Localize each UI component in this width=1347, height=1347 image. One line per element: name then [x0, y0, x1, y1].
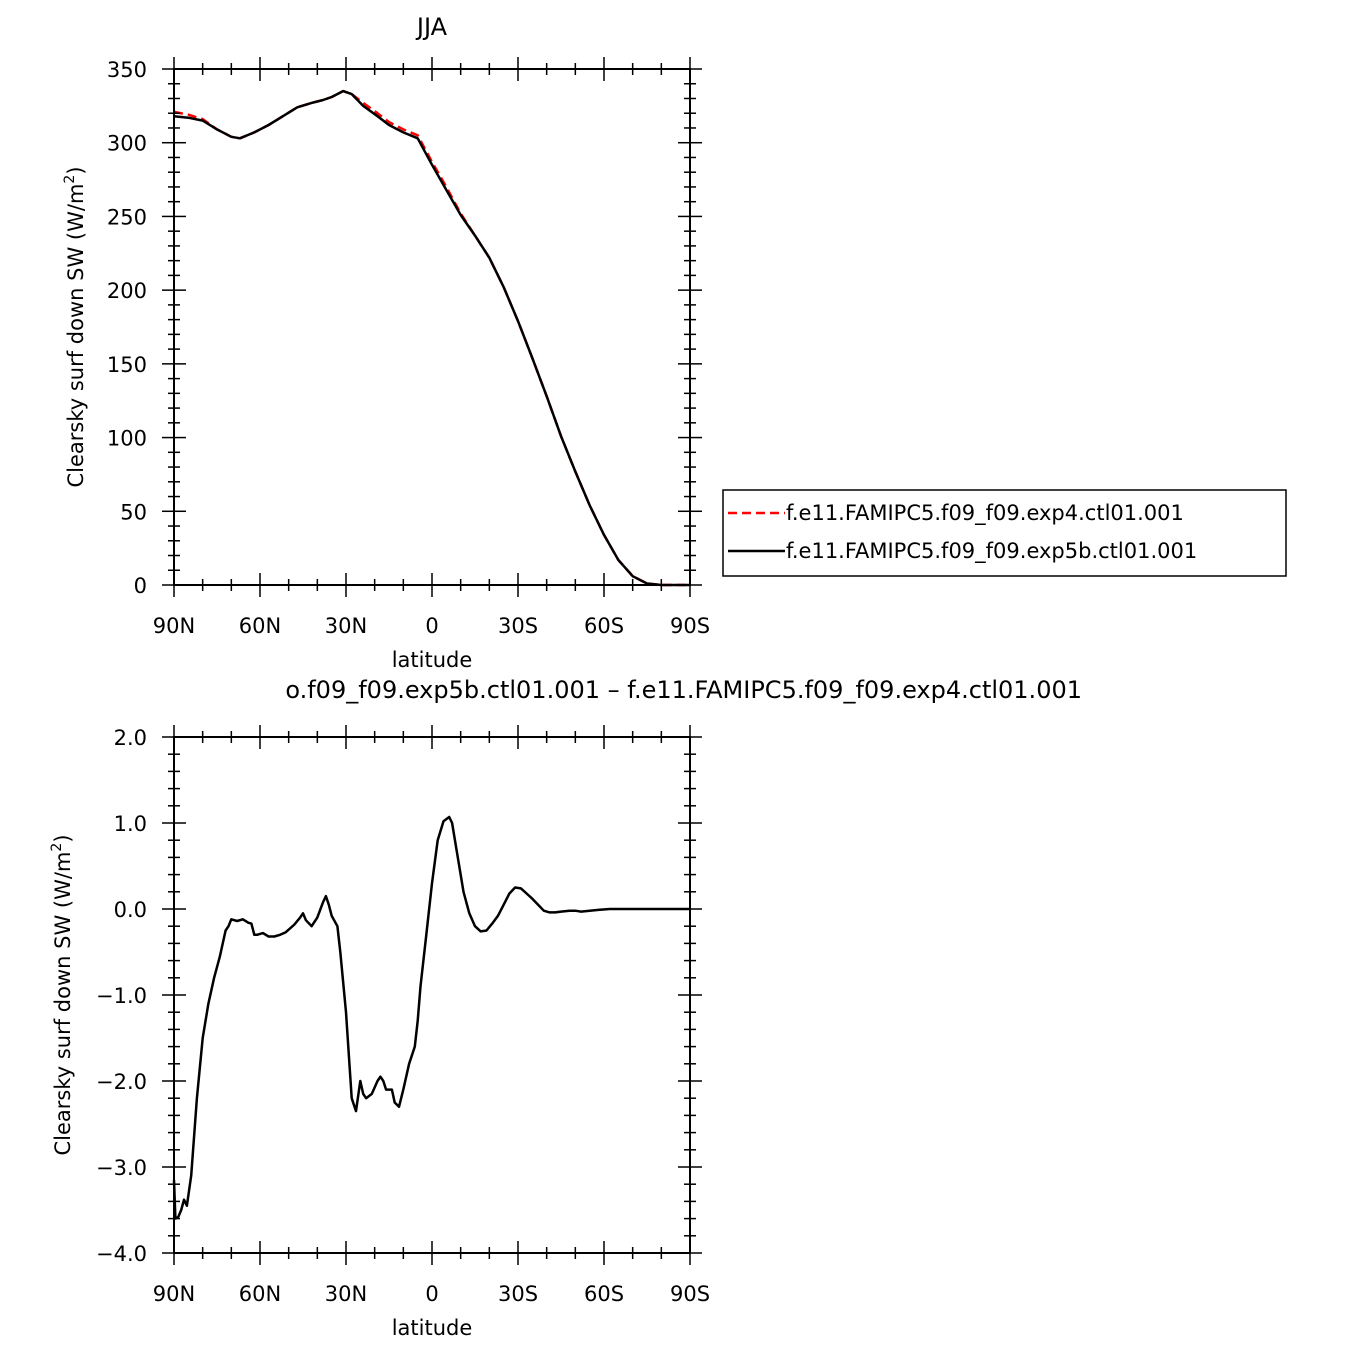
- legend-box: [722, 489, 1287, 577]
- bottom-x-tick-label: 0: [425, 1282, 438, 1306]
- bottom-x-ticks: 90N 60N 30N 0 30S 60S 90S: [153, 725, 710, 1306]
- bottom-y-tick-label: −1.0: [96, 984, 147, 1008]
- top-y-tick-label: 50: [120, 500, 147, 524]
- top-x-axis-label: latitude: [392, 648, 473, 672]
- bottom-series-line-0: [172, 815, 690, 1220]
- top-y-tick-label: 300: [107, 132, 147, 156]
- top-series-line-1: [173, 89, 690, 587]
- top-y-tick-label: 200: [107, 279, 147, 303]
- top-y-tick-label: 0: [134, 574, 147, 598]
- bottom-y-tick-label: −3.0: [96, 1156, 147, 1180]
- top-x-tick-label: 90N: [153, 614, 195, 638]
- bottom-y-axis-label-close: ): [51, 834, 75, 842]
- top-y-axis-label-superscript: 2: [62, 175, 78, 184]
- bottom-y-axis-label-superscript: 2: [49, 843, 65, 852]
- bottom-x-tick-label: 60S: [584, 1282, 624, 1306]
- top-y-tick-label: 150: [107, 353, 147, 377]
- top-y-tick-label: 100: [107, 427, 147, 451]
- bottom-y-tick-label: 1.0: [114, 812, 147, 836]
- bottom-y-tick-label: −2.0: [96, 1070, 147, 1094]
- legend-label-exp5b: f.e11.FAMIPC5.f09_f09.exp5b.ctl01.001: [786, 539, 1197, 564]
- top-x-tick-label: 30N: [325, 614, 367, 638]
- bottom-y-tick-label: 2.0: [114, 726, 147, 750]
- legend-label-exp4: f.e11.FAMIPC5.f09_f09.exp4.ctl01.001: [786, 501, 1184, 526]
- bottom-y-tick-label: 0.0: [114, 898, 147, 922]
- bottom-x-tick-label: 30S: [498, 1282, 538, 1306]
- bottom-y-ticks: 2.0 1.0 0.0 −1.0 −2.0 −3.0 −4.0: [96, 726, 702, 1266]
- bottom-x-tick-label: 90S: [670, 1282, 710, 1306]
- bottom-x-tick-label: 30N: [325, 1282, 367, 1306]
- top-plot-area: [173, 89, 690, 587]
- bottom-x-axis-label: latitude: [392, 1316, 473, 1340]
- top-y-ticks: 350 300 250 200 150 100 50 0: [107, 58, 702, 598]
- bottom-y-axis-label-main: Clearsky surf down SW (W/m: [51, 852, 75, 1156]
- top-y-axis-label-main: Clearsky surf down SW (W/m: [64, 184, 88, 488]
- top-x-tick-label: 60N: [239, 614, 281, 638]
- top-y-tick-label: 250: [107, 205, 147, 229]
- bottom-chart-title: o.f09_f09.exp5b.ctl01.001 – f.e11.FAMIPC…: [285, 676, 1082, 704]
- top-x-tick-label: 60S: [584, 614, 624, 638]
- top-panel: JJA 90N 60N 30N 0 30S 60S 90S 3503002502001501…: [62, 13, 1287, 672]
- top-y-axis-label-close: ): [64, 166, 88, 174]
- top-chart-title: JJA: [415, 13, 448, 41]
- top-x-tick-label: 30S: [498, 614, 538, 638]
- top-x-tick-label: 0: [425, 614, 438, 638]
- bottom-panel: o.f09_f09.exp5b.ctl01.001 – f.e11.FAMIPC…: [49, 676, 1082, 1340]
- bottom-plot-area: [172, 815, 690, 1220]
- top-y-tick-label: 350: [107, 58, 147, 82]
- bottom-y-axis-label: Clearsky surf down SW (W/m2): [49, 834, 75, 1155]
- top-x-ticks: 90N 60N 30N 0 30S 60S 90S: [153, 57, 710, 638]
- legend: f.e11.FAMIPC5.f09_f09.exp4.ctl01.001 f.e…: [722, 489, 1287, 577]
- bottom-y-tick-label: −4.0: [96, 1242, 147, 1266]
- bottom-x-tick-label: 90N: [153, 1282, 195, 1306]
- top-y-axis-label: Clearsky surf down SW (W/m2): [62, 166, 88, 487]
- bottom-x-tick-label: 60N: [239, 1282, 281, 1306]
- top-x-tick-label: 90S: [670, 614, 710, 638]
